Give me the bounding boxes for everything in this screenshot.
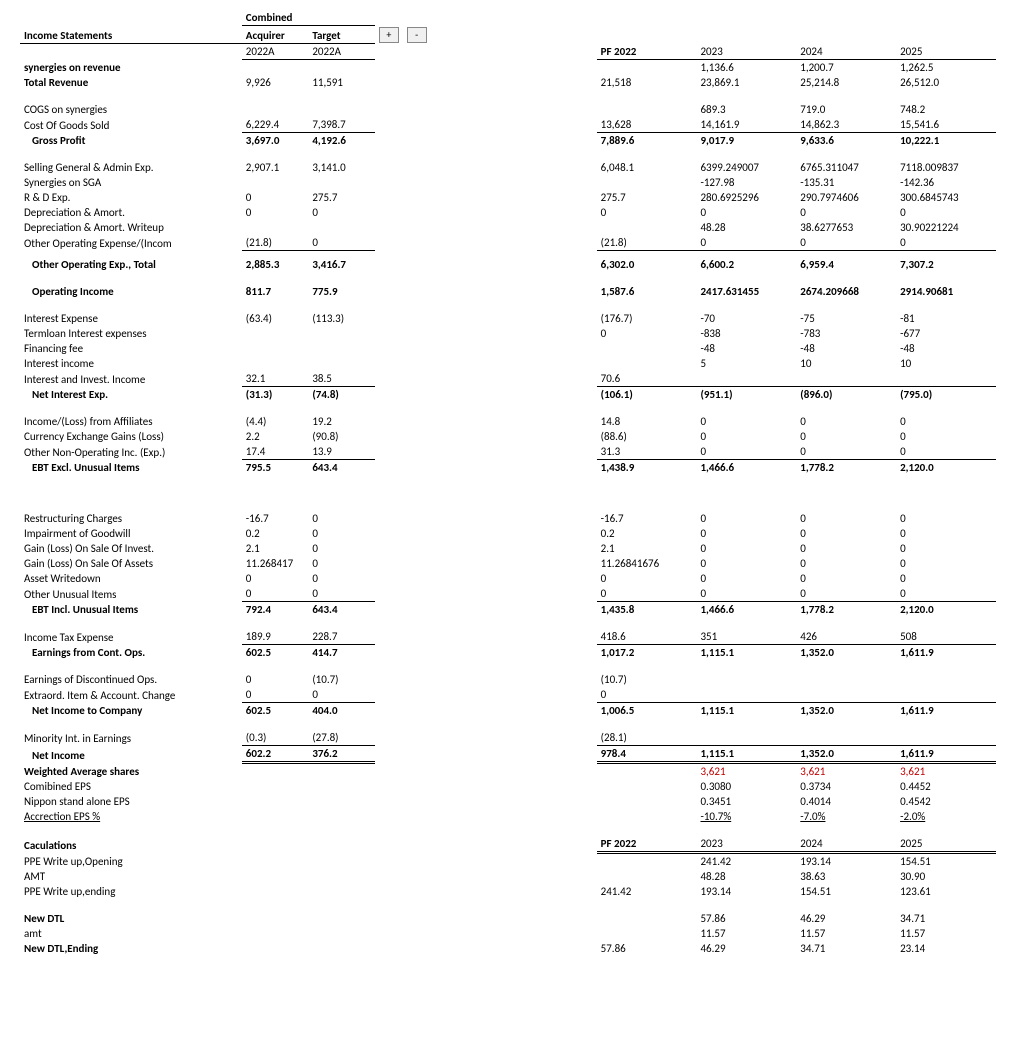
row-ndtl: New DTL 57.86 46.29 34.71 [20, 911, 996, 926]
row-int-inc: Interest income 5 10 10 [20, 356, 996, 371]
row-cogs-syn: COGS on synergies 689.3 719.0 748.2 [20, 102, 996, 117]
row-wavg: Weighted Average shares 3,621 3,621 3,62… [20, 763, 996, 780]
row-sga-syn: Synergies on SGA -127.98 -135.31 -142.36 [20, 175, 996, 190]
row-ppe-end: PPE Write up,ending 241.42 193.14 154.51… [20, 884, 996, 899]
row-op-inc: Operating Income 811.7 775.9 1,587.6 241… [20, 284, 996, 299]
row-term-int: Termloan Interest expenses 0 -838 -783 -… [20, 326, 996, 341]
row-fx: Currency Exchange Gains (Loss) 2.2 (90.8… [20, 429, 996, 444]
row-cogs: Cost Of Goods Sold 6,229.4 7,398.7 13,62… [20, 117, 996, 133]
combined-label: Combined [242, 10, 375, 26]
row-disc-ops: Earnings of Discontinued Ops. 0 (10.7) (… [20, 672, 996, 687]
row-ni: Net Income 602.2 376.2 978.4 1,115.1 1,3… [20, 746, 996, 763]
row-minint: Minority Int. in Earnings (0.3) (27.8) (… [20, 730, 996, 746]
row-da-wu: Depreciation & Amort. Writeup 48.28 38.6… [20, 220, 996, 235]
row-ebt-in: EBT Incl. Unusual Items 792.4 643.4 1,43… [20, 602, 996, 618]
row-gw: Impairment of Goodwill 0.2 0 0.2 0 0 0 [20, 526, 996, 541]
row-amt: AMT 48.28 38.63 30.90 [20, 869, 996, 884]
acquirer-header: Acquirer [242, 26, 309, 44]
row-inv-inc: Interest and Invest. Income 32.1 38.5 70… [20, 371, 996, 387]
row-ast-wd: Asset Writedown 0 0 0 0 0 0 [20, 571, 996, 586]
target-header: Target [308, 26, 375, 44]
income-statement-table: Combined Income Statements Acquirer Targ… [20, 10, 996, 956]
row-nonop: Other Non-Operating Inc. (Exp.) 17.4 13.… [20, 444, 996, 460]
row-ni-co: Net Income to Company 602.5 404.0 1,006.… [20, 703, 996, 719]
tgt-year: 2022A [308, 44, 375, 60]
pf-header: PF 2022 [597, 44, 697, 60]
row-aff: Income/(Loss) from Affiliates (4.4) 19.2… [20, 414, 996, 429]
row-tax: Income Tax Expense 189.9 228.7 418.6 351… [20, 629, 996, 645]
row-net-int: Net Interest Exp. (31.3) (74.8) (106.1) … [20, 387, 996, 403]
row-acc: Accrection EPS % -10.7% -7.0% -2.0% [20, 809, 996, 824]
row-da: Depreciation & Amort. 0 0 0 0 0 0 [20, 205, 996, 220]
y24-header: 2024 [796, 44, 896, 60]
collapse-button[interactable]: - [403, 26, 431, 44]
title: Income Statements [20, 26, 242, 44]
row-amt2: amt 11.57 11.57 11.57 [20, 926, 996, 941]
expand-button[interactable]: + [375, 26, 403, 44]
row-syn-rev: synergies on revenue 1,136.6 1,200.7 1,2… [20, 60, 996, 76]
acq-year: 2022A [242, 44, 309, 60]
row-extra: Extraord. Item & Account. Change 0 0 0 [20, 687, 996, 703]
row-ooe: Other Operating Expense/(Incom (21.8) 0 … [20, 235, 996, 251]
row-sga: Selling General & Admin Exp. 2,907.1 3,1… [20, 160, 996, 175]
row-rd: R & D Exp. 0 275.7 275.7 280.6925296 290… [20, 190, 996, 205]
row-calc-header: Caculations PF 2022 2023 2024 2025 [20, 836, 996, 853]
row-oth-un: Other Unusual Items 0 0 0 0 0 0 [20, 586, 996, 602]
row-tot-rev: Total Revenue 9,926 11,591 21,518 23,869… [20, 75, 996, 90]
row-ceps: Comibined EPS 0.3080 0.3734 0.4452 [20, 779, 996, 794]
row-ebt-ex: EBT Excl. Unusual Items 795.5 643.4 1,43… [20, 460, 996, 476]
row-int-exp: Interest Expense (63.4) (113.3) (176.7) … [20, 311, 996, 326]
row-cont-ops: Earnings from Cont. Ops. 602.5 414.7 1,0… [20, 645, 996, 661]
y25-header: 2025 [896, 44, 996, 60]
row-ndtl-end: New DTL,Ending 57.86 46.29 34.71 23.14 [20, 941, 996, 956]
y23-header: 2023 [696, 44, 796, 60]
row-gl-inv: Gain (Loss) On Sale Of Invest. 2.1 0 2.1… [20, 541, 996, 556]
row-fin-fee: Financing fee -48 -48 -48 [20, 341, 996, 356]
row-gl-ast: Gain (Loss) On Sale Of Assets 11.268417 … [20, 556, 996, 571]
row-restr: Restructuring Charges -16.7 0 -16.7 0 0 … [20, 511, 996, 526]
row-gp: Gross Profit 3,697.0 4,192.6 7,889.6 9,0… [20, 133, 996, 149]
row-ppe-op: PPE Write up,Opening 241.42 193.14 154.5… [20, 853, 996, 870]
row-neps: Nippon stand alone EPS 0.3451 0.4014 0.4… [20, 794, 996, 809]
row-ooe-tot: Other Operating Exp., Total 2,885.3 3,41… [20, 257, 996, 272]
